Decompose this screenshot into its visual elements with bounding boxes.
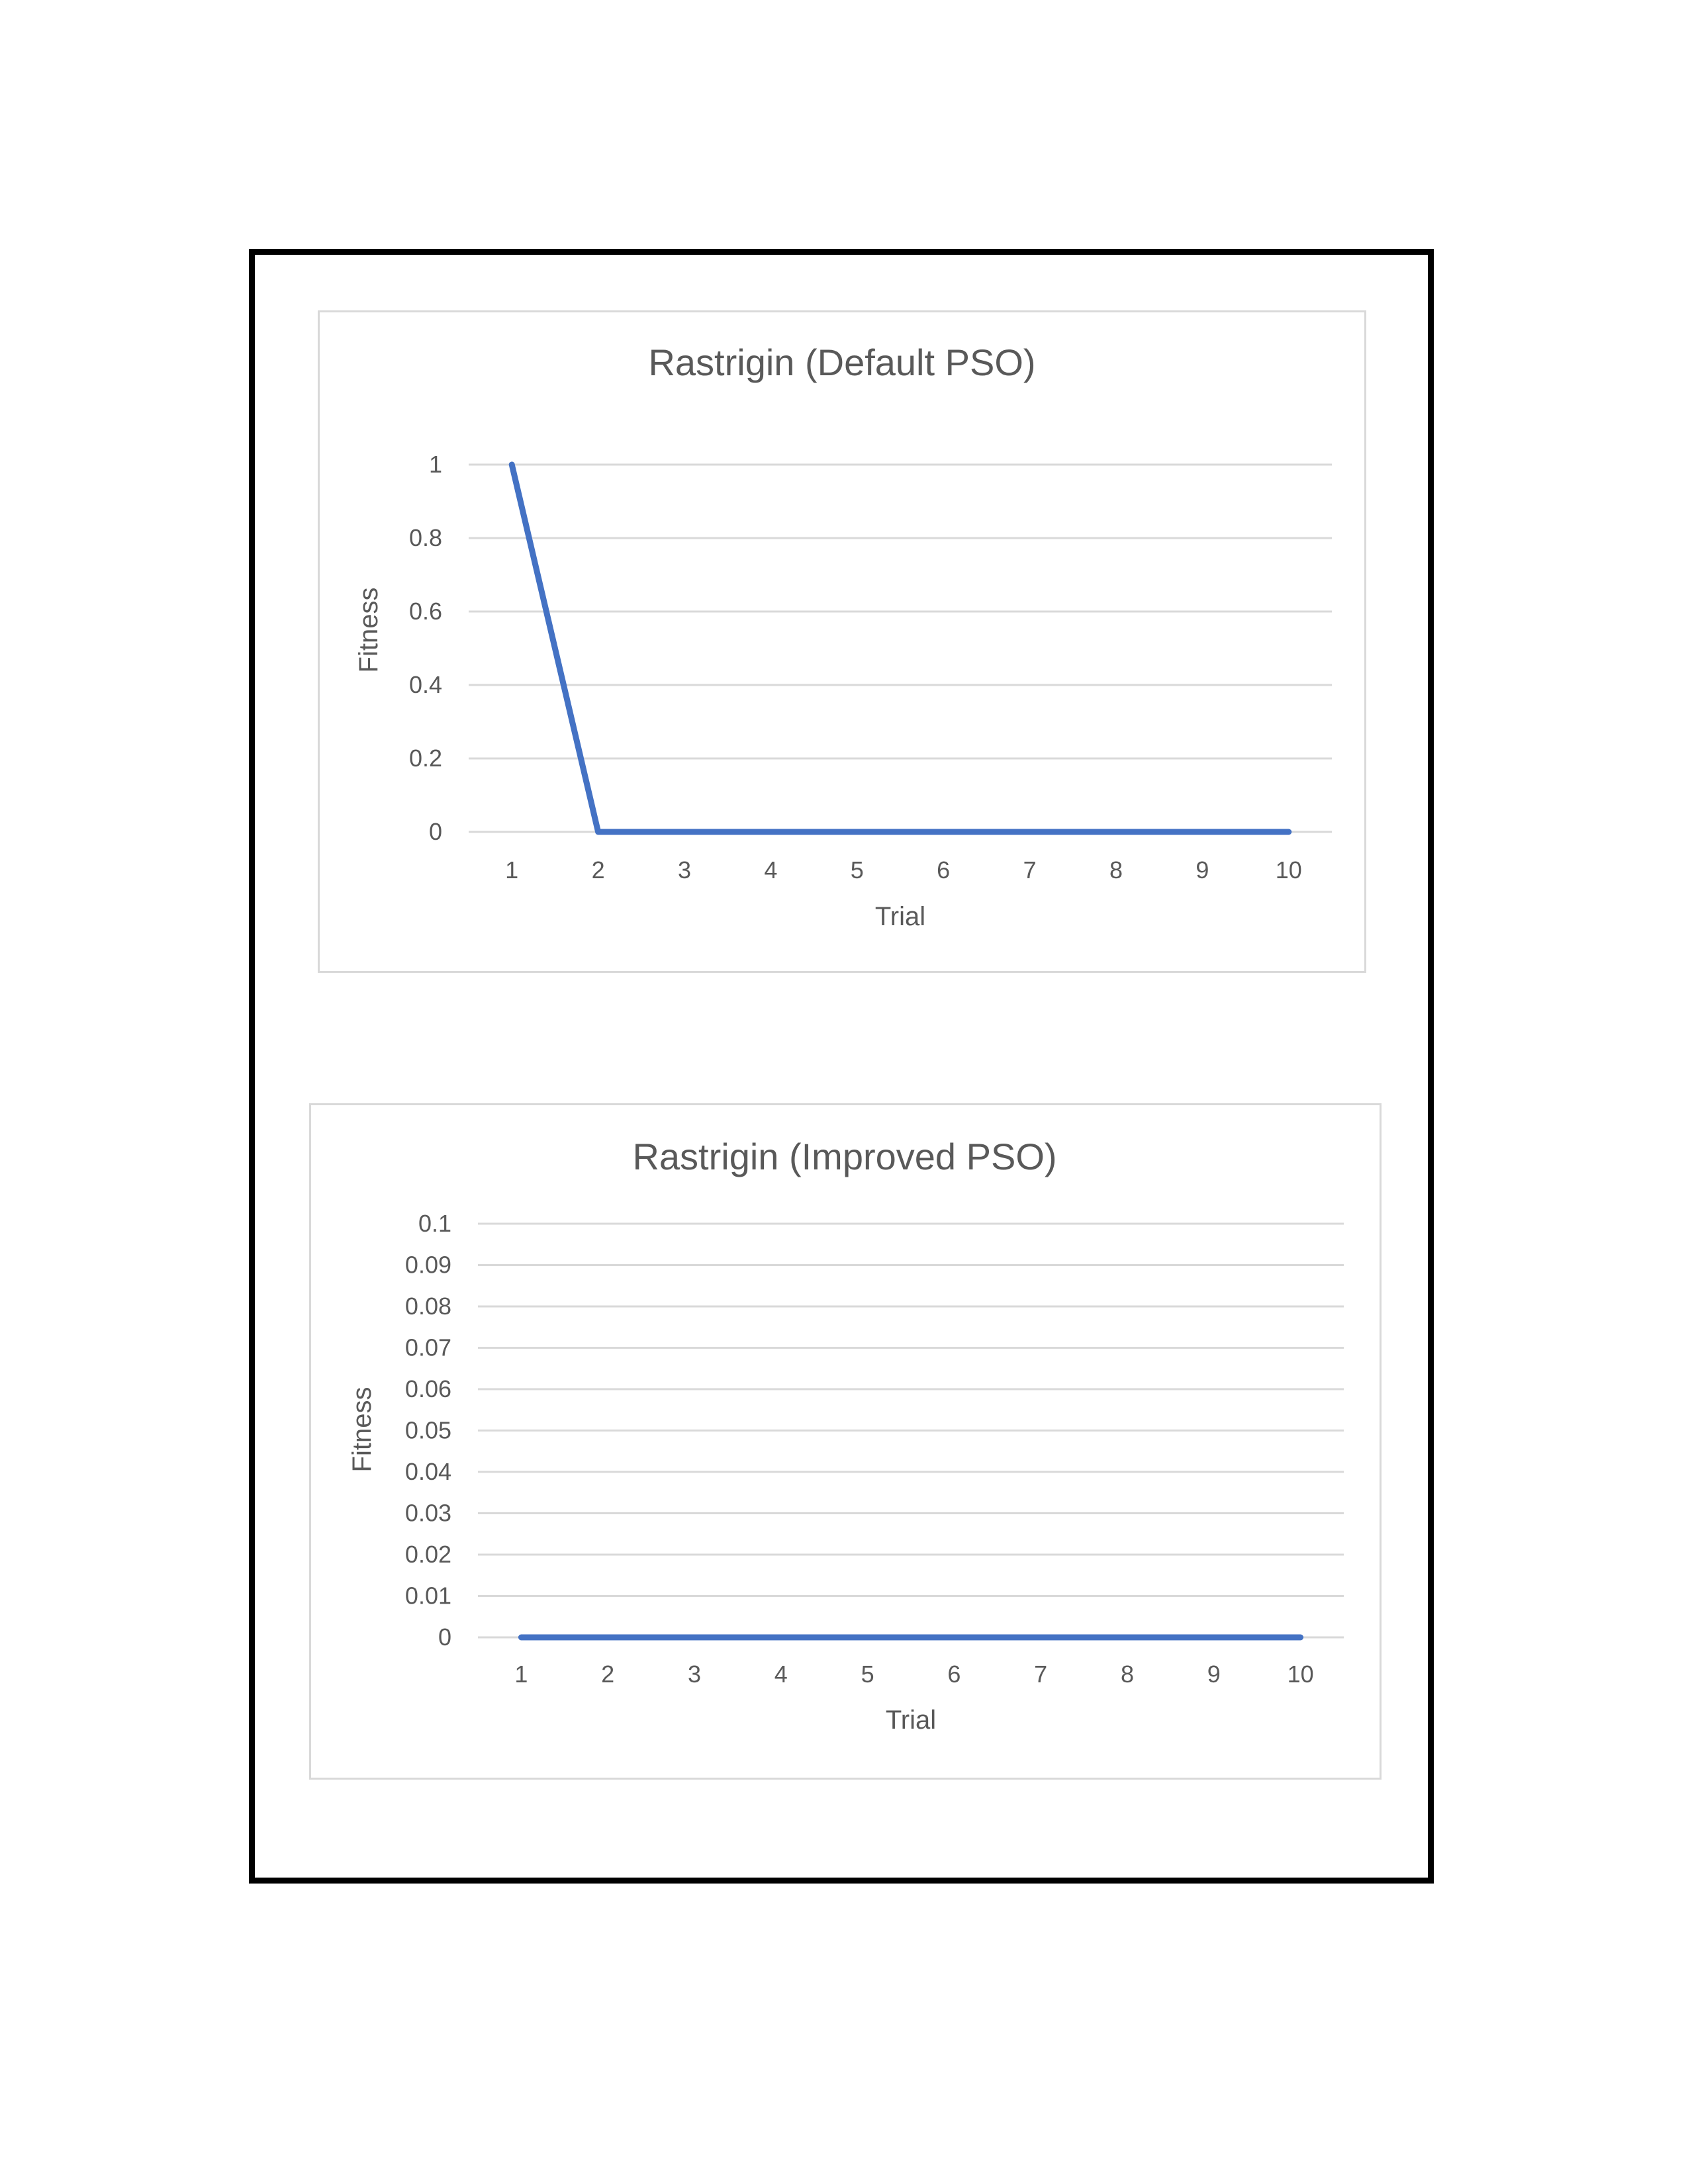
chart-title: Rastrigin (Improved PSO) <box>632 1136 1056 1177</box>
chart-1: Rastrigin (Improved PSO) 0 0.01 0.02 0.03 0.0… <box>348 1136 1344 1735</box>
chart-title: Rastrigin (Default PSO) <box>648 341 1035 383</box>
series-line <box>508 461 1292 835</box>
y-tick-label: 0.07 <box>405 1334 451 1361</box>
x-tick-label: 2 <box>601 1661 614 1688</box>
y-tick-label: 0.05 <box>405 1417 451 1444</box>
x-axis-label: Trial <box>886 1706 936 1735</box>
y-tick-label: 0.02 <box>405 1541 451 1568</box>
page-border <box>249 249 1434 1884</box>
x-tick-label: 8 <box>1109 856 1123 884</box>
x-tick-label: 4 <box>764 856 777 884</box>
x-tick-label: 3 <box>678 856 691 884</box>
y-tick-label: 0.09 <box>405 1251 451 1279</box>
x-tick-label: 2 <box>592 856 605 884</box>
y-tick-label: 0 <box>438 1623 451 1651</box>
x-tick-label: 8 <box>1121 1661 1134 1688</box>
data-point <box>1115 831 1117 833</box>
x-tick-label: 5 <box>851 856 864 884</box>
x-tick-label: 1 <box>505 856 518 884</box>
data-point <box>1288 831 1289 833</box>
x-tick-label: 9 <box>1196 856 1209 884</box>
x-tick-label: 7 <box>1023 856 1037 884</box>
chart-area-improved-pso <box>309 1103 1382 1780</box>
y-tick-label: 1 <box>429 451 442 478</box>
chart-area-default-pso <box>318 310 1366 973</box>
y-tick-label: 0.08 <box>405 1293 451 1320</box>
y-tick-label: 0.04 <box>405 1458 451 1485</box>
x-tick-label: 10 <box>1288 1661 1314 1688</box>
y-tick-label: 0.6 <box>409 598 442 625</box>
y-axis-label: Fitness <box>348 1387 377 1473</box>
data-point <box>1213 1637 1215 1638</box>
data-point <box>520 1637 522 1638</box>
y-tick-label: 0.01 <box>405 1582 451 1610</box>
x-tick-label: 1 <box>514 1661 528 1688</box>
y-tick-label: 0.03 <box>405 1500 451 1527</box>
y-tick-label: 0.2 <box>409 745 442 772</box>
x-tick-label: 6 <box>937 856 950 884</box>
y-tick-label: 0.1 <box>418 1210 451 1237</box>
x-tick-label: 6 <box>947 1661 961 1688</box>
y-axis-label: Fitness <box>354 588 383 673</box>
data-point <box>684 831 685 833</box>
x-tick-label: 3 <box>688 1661 701 1688</box>
y-tick-label: 0.06 <box>405 1375 451 1402</box>
data-point <box>953 1637 955 1638</box>
y-tick-label: 0.4 <box>409 671 442 698</box>
data-point <box>694 1637 695 1638</box>
data-point <box>943 831 944 833</box>
data-point <box>780 1637 782 1638</box>
x-tick-label: 10 <box>1276 856 1302 884</box>
chart-0: Rastrigin (Default PSO) 0 0.2 0.4 0.6 0.8 1 1 2 3… <box>354 341 1332 931</box>
data-point <box>1300 1637 1301 1638</box>
x-tick-label: 5 <box>861 1661 874 1688</box>
x-tick-label: 9 <box>1207 1661 1221 1688</box>
y-tick-label: 0 <box>429 818 442 845</box>
data-point <box>867 1637 868 1638</box>
data-point <box>1201 831 1203 833</box>
x-tick-label: 7 <box>1034 1661 1047 1688</box>
data-point <box>1127 1637 1128 1638</box>
data-point <box>1029 831 1031 833</box>
y-tick-label: 0.8 <box>409 524 442 551</box>
x-axis-label: Trial <box>875 902 925 931</box>
x-tick-label: 4 <box>774 1661 788 1688</box>
